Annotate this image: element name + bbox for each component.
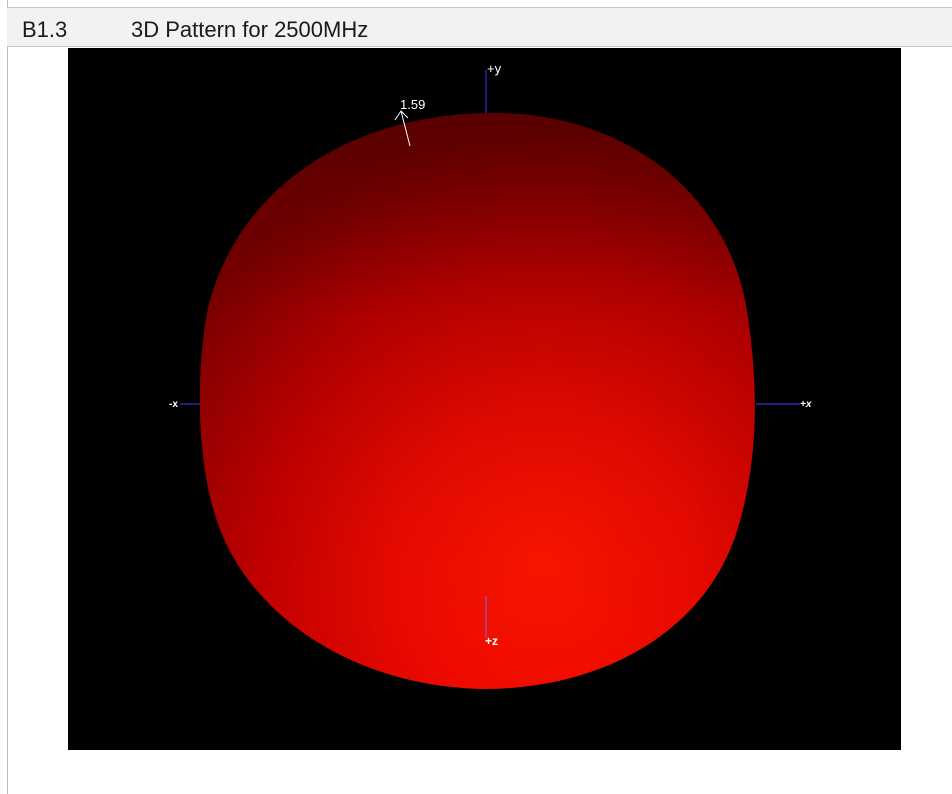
3d-pattern-viewport[interactable]: +y -x +x +z 1.59: [68, 48, 901, 750]
max-gain-arrow-head: [394, 110, 409, 121]
axis-label-neg-x: -x: [169, 399, 178, 410]
axis-label-pos-z: +z: [485, 634, 498, 648]
max-gain-label: 1.59: [400, 97, 425, 112]
axis-label-pos-x: +x: [800, 399, 812, 410]
axis-label-pos-y: +y: [487, 61, 502, 76]
max-gain-arrow-line: [400, 110, 411, 147]
section-header: B1.3 3D Pattern for 2500MHz: [7, 7, 952, 47]
radiation-pattern-shading: [199, 112, 755, 690]
page-border-left: [7, 0, 8, 794]
section-number: B1.3: [22, 17, 68, 42]
section-title: 3D Pattern for 2500MHz: [131, 17, 369, 42]
3d-pattern-render: +y -x +x +z 1.59: [169, 61, 812, 690]
